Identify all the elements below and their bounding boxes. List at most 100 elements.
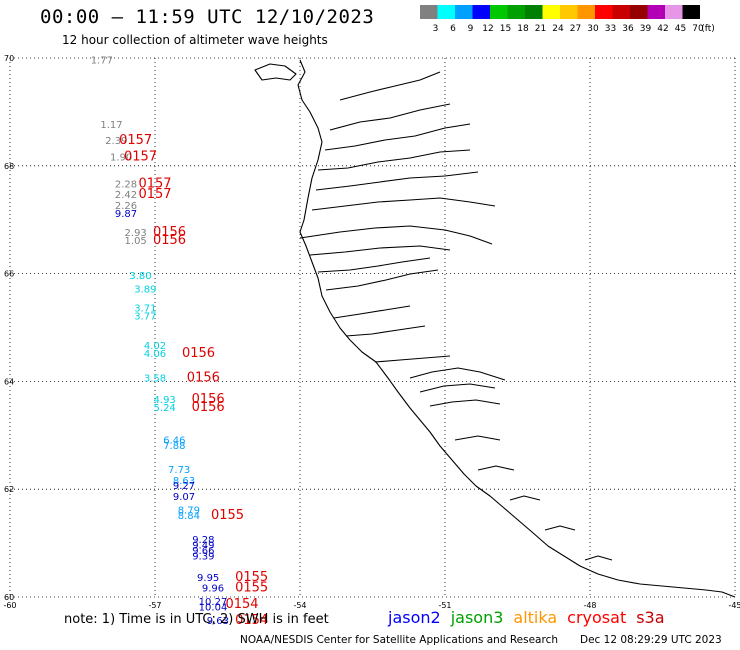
color-scale-bar: 3 6 9 12 15 18 21 24 27 30 33 36 39 42 45 70(ft) [420, 5, 715, 34]
color-swatch [577, 5, 595, 19]
wave-height-point: 1.90 [110, 152, 132, 163]
color-tick-label: 39 [640, 24, 652, 34]
color-tick-label: 3 [433, 24, 439, 34]
wave-height-point: 3.77 [134, 311, 156, 322]
pass-time-label: 0155 [211, 508, 244, 523]
wave-height-point: 4.02 [144, 341, 166, 352]
longitude-tick-label: -54 [293, 601, 306, 610]
color-tick-label: 24 [552, 24, 564, 34]
pass-time-label: 0157 [138, 176, 171, 191]
color-tick-label: 12 [482, 24, 493, 34]
credit-source: NOAA/NESDIS Center for Satellite Applica… [240, 634, 558, 646]
latitude-tick-label: 70 [4, 54, 14, 63]
wave-height-point: 2.26 [115, 201, 137, 212]
color-swatch [455, 5, 473, 19]
wave-height-point: 3.58 [144, 373, 166, 384]
pass-time-label: 0156 [182, 346, 215, 361]
legend-entry-altika: altika [513, 608, 558, 627]
wave-height-point: 3.71 [134, 303, 156, 314]
color-swatch [437, 5, 455, 19]
color-swatch [665, 5, 683, 19]
generated-timestamp: Dec 12 08:29:29 UTC 2023 [580, 634, 722, 646]
pass-time-label: 0157 [138, 187, 171, 202]
color-tick-label: 27 [570, 24, 581, 34]
wave-height-point: 9.28 [192, 535, 214, 546]
color-swatch [472, 5, 490, 19]
color-tick-label: 33 [605, 24, 616, 34]
wave-height-point: 1.05 [125, 236, 147, 247]
legend-entry-jason2: jason2 [388, 608, 441, 627]
wave-height-point: 9.96 [202, 584, 224, 595]
pass-time-label: 0154 [235, 613, 268, 628]
wave-height-point: 4.06 [144, 349, 166, 360]
footnote: note: 1) Time is in UTC; 2) SWH is in fe… [64, 612, 329, 627]
color-swatch [595, 5, 613, 19]
color-tick-label: 45 [675, 24, 686, 34]
pass-time-label: 0156 [192, 392, 225, 407]
wave-height-point: 2.28 [115, 179, 137, 190]
wave-height-point: 2.39 [105, 136, 127, 147]
color-tick-label: 30 [587, 24, 599, 34]
color-unit-label: (ft) [701, 24, 715, 34]
wave-height-point: 10.27 [199, 597, 228, 608]
color-tick-label: 42 [657, 24, 668, 34]
axis-labels: 70 68 66 64 62 60-60 -57 -54 -51 -48 -45 [3, 54, 740, 610]
wave-height-point: 9.87 [115, 209, 137, 220]
color-swatch [682, 5, 700, 19]
pass-time-label: 0156 [187, 370, 220, 385]
legend-entry-jason3: jason3 [450, 608, 504, 627]
latitude-tick-label: 66 [4, 270, 14, 279]
latitude-tick-label: 68 [4, 162, 14, 171]
color-tick-label: 6 [450, 24, 456, 34]
page-title: 00:00 – 11:59 UTC 12/10/2023 [40, 6, 375, 28]
pass-time-labels: 0157015701570157015601560156015601560156… [119, 133, 268, 628]
wave-height-point: 8.84 [178, 511, 200, 522]
wave-height-labels: 1.77 1.17 2.39 1.90 2.282.422.269.87 2.931.05… [91, 55, 229, 627]
wave-height-point: 8.63 [173, 476, 195, 487]
legend-entry-cryosat: cryosat [567, 608, 627, 627]
wave-height-point: 1.77 [91, 55, 113, 66]
color-tick-label: 18 [517, 24, 529, 34]
latitude-tick-label: 60 [4, 593, 14, 602]
lat-lon-grid [9, 57, 736, 598]
color-swatch [647, 5, 665, 19]
wave-height-point: 9.63 [207, 616, 229, 627]
wave-height-point: 10.04 [199, 602, 228, 613]
longitude-tick-label: -57 [148, 601, 161, 610]
wave-height-point: 6.46 [163, 435, 185, 446]
latitude-tick-label: 62 [4, 485, 14, 494]
wave-height-point: 9.27 [173, 481, 195, 492]
color-tick-label: 9 [468, 24, 474, 34]
wave-height-point: 2.93 [125, 228, 147, 239]
longitude-tick-label: -48 [583, 601, 596, 610]
pass-time-label: 0157 [119, 133, 152, 148]
longitude-tick-label: -45 [728, 601, 740, 610]
wave-height-point: 1.17 [100, 120, 122, 131]
color-tick-label: 36 [622, 24, 634, 34]
color-swatch [525, 5, 543, 19]
wave-height-point: 3.80 [129, 271, 151, 282]
wave-height-point: 9.07 [173, 492, 195, 503]
color-swatch [420, 5, 438, 19]
wave-height-point: 9.49 [192, 540, 214, 551]
satellite-legend: jason2 jason3 altika cryosat s3a [388, 608, 675, 627]
pass-time-label: 0155 [235, 570, 268, 585]
wave-height-point: 9.66 [192, 546, 214, 557]
pass-time-label: 0154 [225, 597, 258, 612]
color-swatch [542, 5, 560, 19]
color-swatch [612, 5, 630, 19]
legend-entry-s3a: s3a [636, 608, 665, 627]
color-swatch [490, 5, 508, 19]
wave-height-point: 2.42 [115, 190, 137, 201]
color-tick-label: 15 [500, 24, 511, 34]
pass-time-label: 0156 [192, 400, 225, 415]
color-tick-label: 21 [535, 24, 546, 34]
pass-time-label: 0156 [153, 233, 186, 248]
color-swatch [507, 5, 525, 19]
color-tick-label: 70 [692, 24, 704, 34]
wave-height-point: 9.39 [192, 551, 214, 562]
page-subtitle: 12 hour collection of altimeter wave hei… [62, 33, 328, 47]
wave-height-point: 7.73 [168, 465, 190, 476]
pass-time-label: 0156 [153, 225, 186, 240]
